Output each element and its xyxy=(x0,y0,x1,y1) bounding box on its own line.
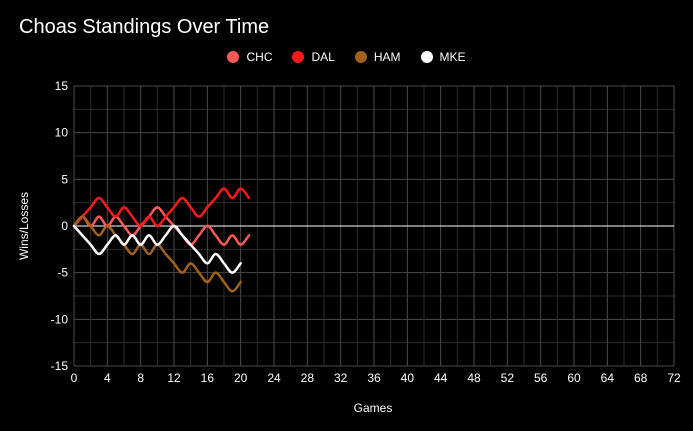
x-tick-label: 8 xyxy=(137,371,144,385)
x-tick-label: 36 xyxy=(367,371,381,385)
x-tick-label: 60 xyxy=(567,371,581,385)
x-tick-label: 48 xyxy=(467,371,481,385)
chart-title: Choas Standings Over Time xyxy=(19,16,270,38)
series-line-dal xyxy=(72,187,251,228)
y-tick-label: 15 xyxy=(55,79,69,93)
x-tick-label: 52 xyxy=(501,371,515,385)
series-line-mke xyxy=(72,224,242,274)
legend-label: CHC xyxy=(246,50,273,64)
series-line-chc xyxy=(72,206,251,246)
x-tick-label: 28 xyxy=(301,371,315,385)
legend-item-ham[interactable]: HAM xyxy=(354,50,401,64)
legend-item-mke[interactable]: MKE xyxy=(420,50,466,64)
y-tick-label: -5 xyxy=(57,266,68,280)
y-tick-label: -10 xyxy=(51,312,69,326)
series-lines xyxy=(72,187,251,293)
legend-swatch xyxy=(227,51,240,63)
x-tick-label: 24 xyxy=(267,371,281,385)
legend-swatch xyxy=(292,51,305,63)
x-tick-label: 56 xyxy=(534,371,548,385)
x-tick-label: 40 xyxy=(401,371,415,385)
legend-label: DAL xyxy=(311,50,335,64)
legend-swatch xyxy=(420,51,433,63)
x-tick-label: 68 xyxy=(634,371,648,385)
x-tick-label: 4 xyxy=(104,371,111,385)
legend-swatch xyxy=(354,51,367,63)
x-tick-label: 44 xyxy=(434,371,448,385)
y-tick-label: 5 xyxy=(61,172,68,186)
legend: CHC DAL HAM MKE xyxy=(0,50,693,64)
x-tick-label: 20 xyxy=(234,371,248,385)
y-tick-label: -15 xyxy=(51,359,69,373)
y-tick-label: 0 xyxy=(61,219,68,233)
legend-item-chc[interactable]: CHC xyxy=(227,50,272,64)
x-tick-label: 32 xyxy=(334,371,348,385)
x-tick-label: 12 xyxy=(167,371,181,385)
x-tick-label: 64 xyxy=(601,371,615,385)
x-tick-label: 16 xyxy=(201,371,215,385)
x-axis-label: Games xyxy=(354,401,393,415)
legend-item-dal[interactable]: DAL xyxy=(292,50,335,64)
legend-label: HAM xyxy=(373,50,401,64)
x-tick-label: 72 xyxy=(667,371,681,385)
y-tick-label: 10 xyxy=(55,126,69,140)
x-tick-label: 0 xyxy=(71,371,78,385)
y-axis-label: Wins/Losses xyxy=(17,192,31,260)
legend-label: MKE xyxy=(439,50,466,64)
